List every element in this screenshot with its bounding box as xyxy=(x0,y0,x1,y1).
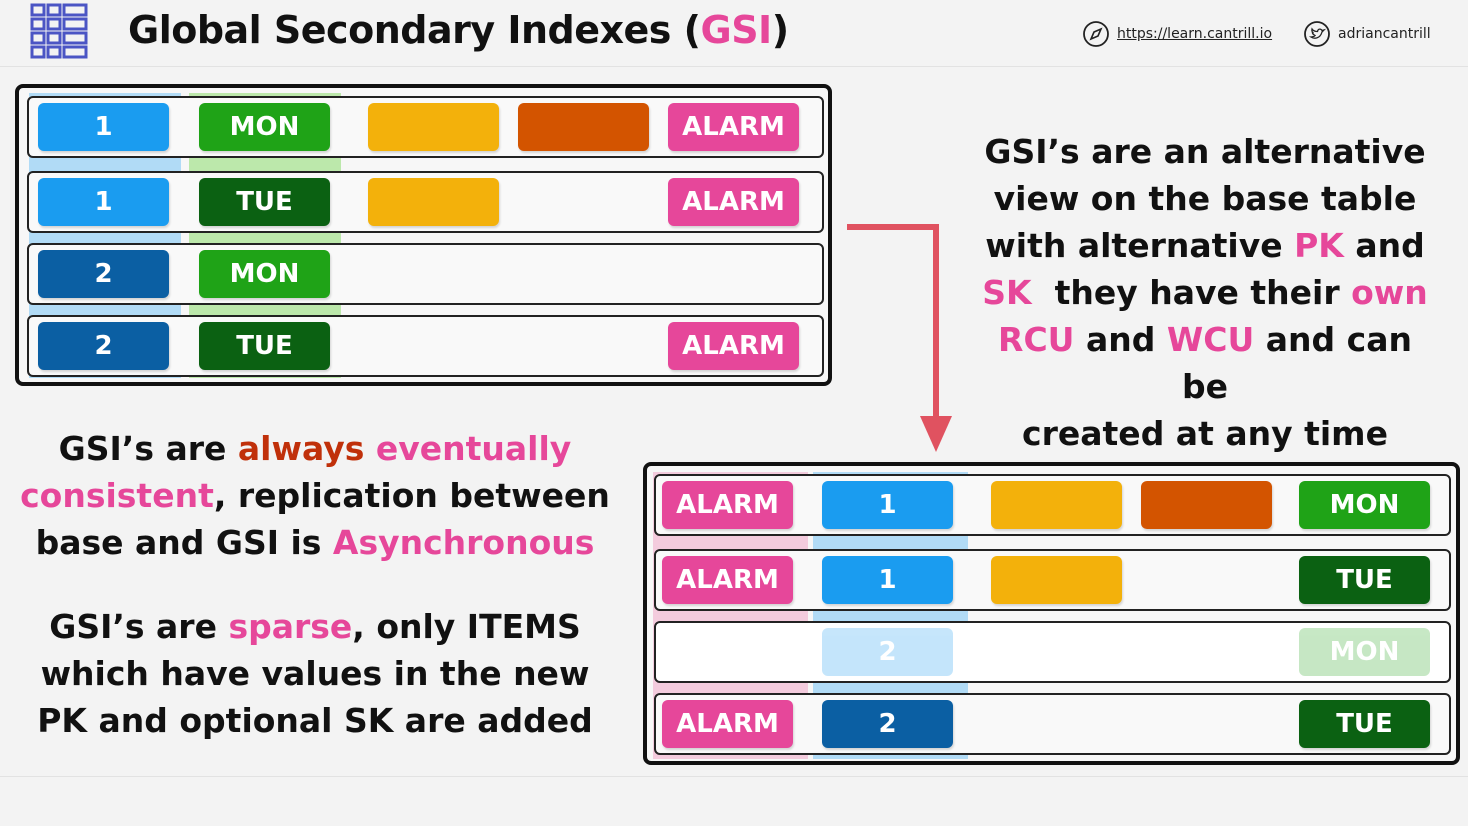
sk-cell: TUE xyxy=(1299,700,1430,748)
pk-cell: 2 xyxy=(38,322,169,370)
table-row: 2 MON xyxy=(27,243,824,305)
pk-cell: 2 xyxy=(822,628,953,676)
gsi-description: GSI’s are an alternative view on the bas… xyxy=(975,128,1435,457)
text-line: SK they have their own xyxy=(982,273,1428,312)
text-line: GSI’s are sparse, only ITEMS xyxy=(49,607,581,646)
text-line: GSI’s are an alternative xyxy=(984,132,1426,171)
attribute-cell xyxy=(368,103,499,151)
alarm-cell: ALARM xyxy=(668,178,799,226)
header-bar xyxy=(0,0,1468,67)
sk-cell: MON xyxy=(199,103,330,151)
alarm-cell: ALARM xyxy=(662,481,793,529)
table-row: 1 MON ALARM xyxy=(27,96,824,158)
attribute-cell xyxy=(991,481,1122,529)
footer-divider xyxy=(0,776,1468,777)
pk-cell: 2 xyxy=(38,250,169,298)
website-link[interactable]: https://learn.cantrill.io xyxy=(1082,21,1272,47)
sk-cell: MON xyxy=(199,250,330,298)
sk-cell: MON xyxy=(1299,481,1430,529)
text-line: with alternative PK and xyxy=(985,226,1425,265)
sk-cell: TUE xyxy=(199,322,330,370)
sk-cell: TUE xyxy=(1299,556,1430,604)
attribute-cell xyxy=(368,178,499,226)
alarm-cell: ALARM xyxy=(662,700,793,748)
text-line: created at any time xyxy=(1022,414,1388,453)
text-line: which have values in the new xyxy=(40,654,590,693)
attribute-cell xyxy=(991,556,1122,604)
pk-cell: 2 xyxy=(822,700,953,748)
consistency-description: GSI’s are always eventually consistent, … xyxy=(20,425,610,566)
alarm-cell: ALARM xyxy=(668,322,799,370)
attribute-cell xyxy=(518,103,649,151)
alarm-cell: ALARM xyxy=(668,103,799,151)
sk-cell: TUE xyxy=(199,178,330,226)
text-line: consistent, replication between xyxy=(20,476,610,515)
table-row: 1 TUE ALARM xyxy=(27,171,824,233)
compass-icon xyxy=(1083,21,1109,47)
gsi-table: ALARM 1 MON ALARM 1 TUE 2 MON ALARM 2 TU… xyxy=(643,462,1460,765)
table-row-excluded: 2 MON xyxy=(654,621,1451,683)
twitter-link[interactable]: adriancantrill xyxy=(1303,21,1431,47)
table-row: ALARM 1 MON xyxy=(654,474,1451,536)
pk-cell: 1 xyxy=(38,103,169,151)
table-row: ALARM 2 TUE xyxy=(654,693,1451,755)
pk-cell: 1 xyxy=(822,481,953,529)
pk-cell: 1 xyxy=(822,556,953,604)
text-line: base and GSI is Asynchronous xyxy=(35,523,595,562)
page-title: Global Secondary Indexes (GSI) xyxy=(128,8,789,52)
text-line: RCU and WCU and can be xyxy=(998,320,1412,406)
attribute-cell xyxy=(1141,481,1272,529)
table-row: 2 TUE ALARM xyxy=(27,315,824,377)
alarm-cell: ALARM xyxy=(662,556,793,604)
text-line: PK and optional SK are added xyxy=(37,701,593,740)
flow-arrow-icon xyxy=(847,224,952,452)
pk-cell: 1 xyxy=(38,178,169,226)
grid-logo-icon xyxy=(30,3,88,59)
text-line: view on the base table xyxy=(993,179,1417,218)
twitter-icon xyxy=(1304,21,1330,47)
base-table: 1 MON ALARM 1 TUE ALARM 2 MON 2 TUE ALAR… xyxy=(15,84,832,386)
table-row: ALARM 1 TUE xyxy=(654,549,1451,611)
text-line: GSI’s are always eventually xyxy=(58,429,572,468)
sk-cell: MON xyxy=(1299,628,1430,676)
sparse-description: GSI’s are sparse, only ITEMS which have … xyxy=(20,603,610,744)
